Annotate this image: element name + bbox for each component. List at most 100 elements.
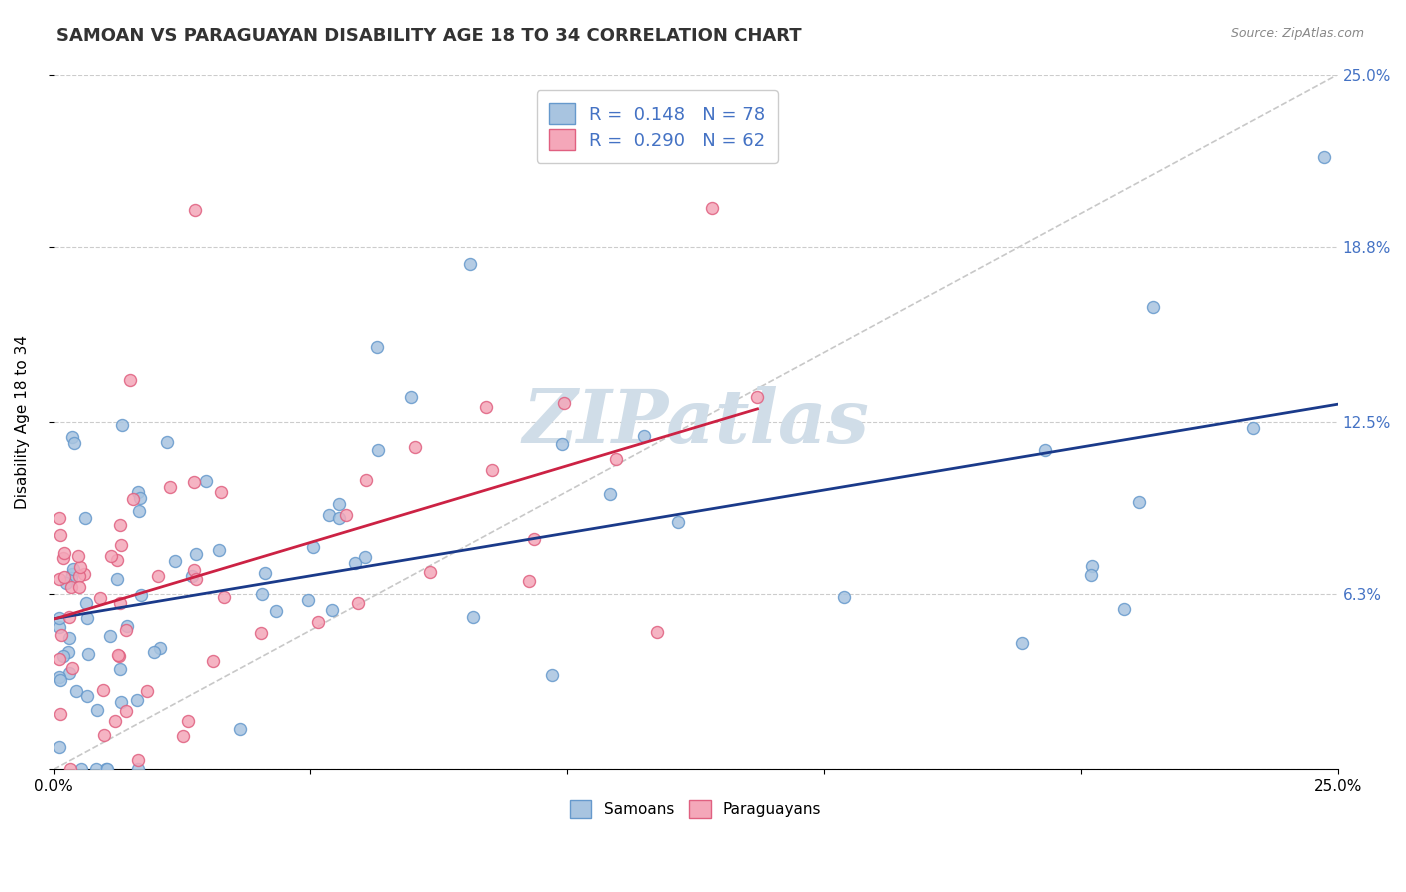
Point [202, 654, 225, 668]
Point [297, 593, 319, 607]
Point [127, 762, 149, 776]
Point [1080, 567, 1102, 582]
Point [75, 511, 97, 525]
Point [129, 588, 152, 602]
Point [53, 570, 76, 584]
Point [60, 661, 83, 675]
Point [354, 550, 377, 565]
Point [183, 475, 205, 490]
Point [633, 428, 655, 442]
Point [98, 629, 121, 643]
Point [66, 549, 89, 563]
Point [100, 549, 122, 563]
Point [328, 510, 350, 524]
Point [156, 435, 179, 450]
Point [183, 563, 205, 577]
Point [228, 722, 250, 736]
Point [110, 662, 132, 676]
Point [343, 557, 366, 571]
Point [149, 640, 172, 655]
Point [666, 515, 689, 529]
Point [60, 567, 83, 582]
Point [460, 257, 482, 271]
Point [367, 442, 389, 457]
Point [111, 418, 134, 433]
Point [399, 391, 422, 405]
Point [481, 463, 503, 477]
Point [108, 596, 131, 610]
Point [93, 728, 115, 742]
Point [108, 518, 131, 533]
Point [135, 684, 157, 698]
Point [834, 590, 856, 604]
Text: SAMOAN VS PARAGUAYAN DISABILITY AGE 18 TO 34 CORRELATION CHART: SAMOAN VS PARAGUAYAN DISABILITY AGE 18 T… [56, 27, 801, 45]
Point [405, 440, 427, 454]
Point [180, 569, 202, 583]
Point [75, 596, 97, 610]
Point [94, 762, 117, 776]
Point [127, 753, 149, 767]
Point [67, 580, 90, 594]
Point [318, 508, 340, 522]
Point [84, 762, 107, 776]
Point [77, 647, 100, 661]
Point [129, 491, 152, 506]
Point [328, 497, 350, 511]
Point [86, 703, 108, 717]
Point [110, 695, 132, 709]
Point [250, 587, 273, 601]
Point [48, 670, 70, 684]
Point [551, 437, 574, 451]
Point [321, 603, 343, 617]
Point [60, 430, 83, 444]
Point [69, 560, 91, 574]
Point [195, 475, 218, 489]
Point [419, 565, 441, 579]
Point [55, 575, 77, 590]
Point [48, 572, 70, 586]
Point [184, 548, 207, 562]
Point [48, 707, 70, 722]
Point [335, 508, 357, 522]
Point [208, 543, 231, 558]
Point [53, 546, 76, 560]
Point [517, 574, 540, 588]
Point [475, 400, 498, 414]
Point [356, 473, 378, 487]
Point [76, 689, 98, 703]
Point [58, 665, 80, 680]
Point [63, 436, 86, 450]
Point [48, 511, 70, 525]
Point [1312, 150, 1334, 164]
Point [605, 452, 627, 467]
Point [747, 391, 769, 405]
Point [65, 684, 87, 698]
Point [599, 487, 621, 501]
Point [1011, 636, 1033, 650]
Point [48, 740, 70, 755]
Point [89, 591, 111, 606]
Point [1142, 301, 1164, 315]
Point [1035, 443, 1057, 458]
Point [59, 762, 82, 776]
Point [463, 610, 485, 624]
Point [48, 652, 70, 666]
Point [1081, 559, 1104, 574]
Point [1128, 495, 1150, 509]
Point [302, 540, 325, 554]
Point [59, 580, 82, 594]
Point [76, 611, 98, 625]
Point [172, 729, 194, 743]
Legend: Samoans, Paraguayans: Samoans, Paraguayans [564, 795, 828, 824]
Point [67, 569, 90, 583]
Point [110, 538, 132, 552]
Point [553, 396, 575, 410]
Point [523, 532, 546, 546]
Point [148, 568, 170, 582]
Point [115, 623, 138, 637]
Point [249, 625, 271, 640]
Point [59, 571, 82, 585]
Point [183, 202, 205, 217]
Point [307, 615, 329, 629]
Point [165, 554, 187, 568]
